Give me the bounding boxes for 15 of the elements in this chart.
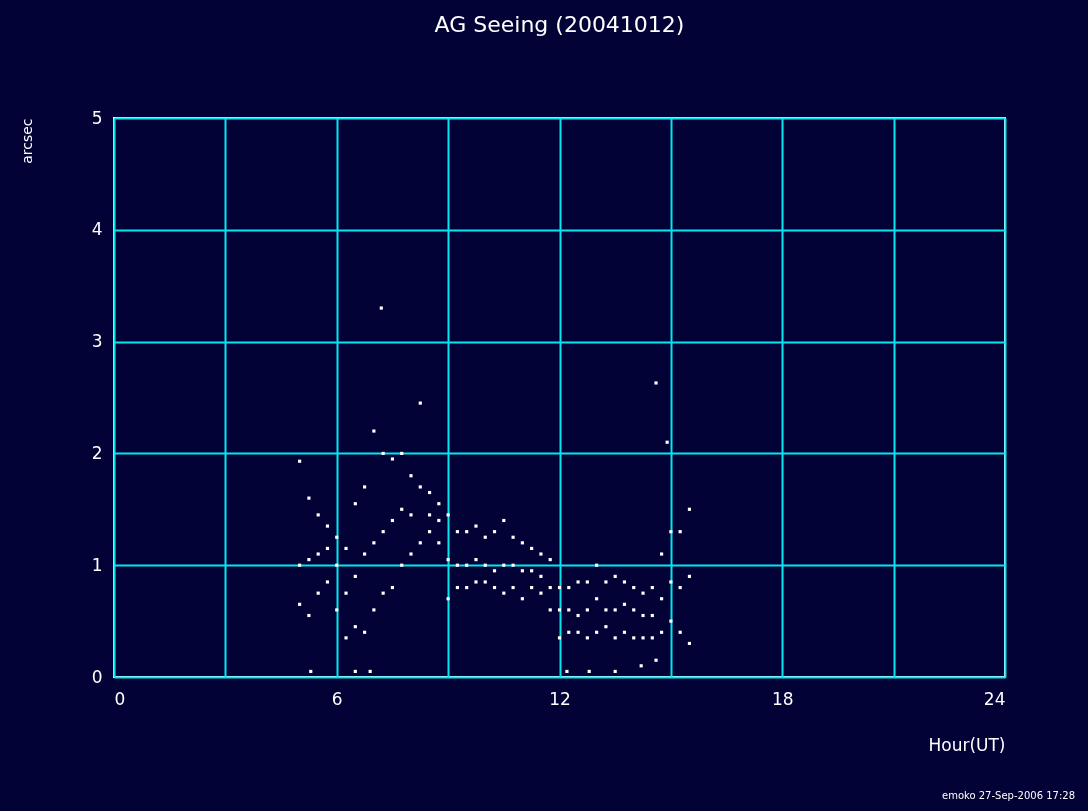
y-tick-label: 4 [91,219,103,240]
chart-title: AG Seeing (20041012) [434,12,685,37]
y-tick-label: 2 [91,442,103,463]
x-tick-label: 12 [549,688,571,709]
y-tick-label: 1 [91,554,103,575]
x-tick-label: 24 [983,688,1006,709]
x-tick-label: 6 [331,688,343,709]
y-axis-title: arcsec [18,118,35,164]
x-tick-label: 0 [114,688,126,709]
x-tick-label: 18 [771,688,794,709]
text: emoko 27-Sep-2006 17:28 [942,790,1075,801]
y-tick-label: 5 [91,107,103,128]
y-tick-label: 3 [91,331,103,352]
y-tick-label: 0 [91,666,103,687]
x-axis-title: Hour(UT) [928,734,1006,755]
